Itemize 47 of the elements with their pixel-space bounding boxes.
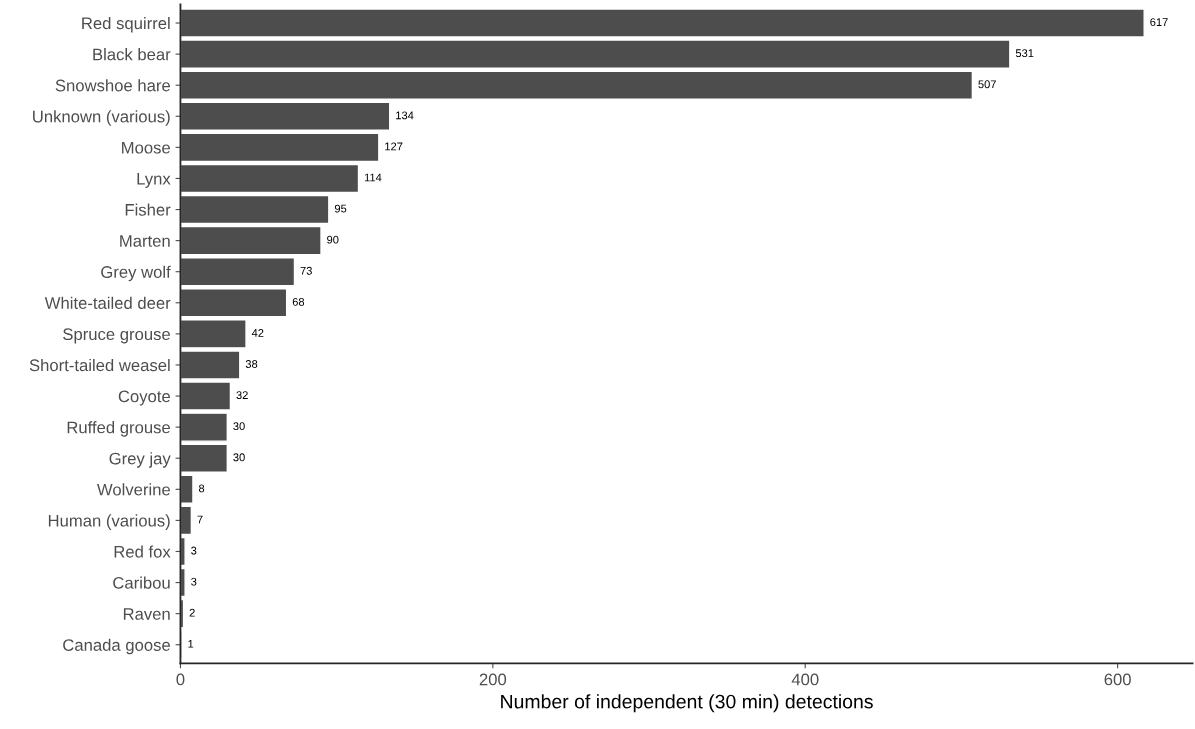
data-label: 3	[191, 577, 197, 586]
y-tick-label: Caribou	[113, 576, 170, 589]
data-label: 134	[396, 111, 414, 120]
x-tick-label: 600	[1104, 673, 1131, 686]
y-tick-label: Wolverine	[96, 483, 170, 496]
x-tick-label: 200	[479, 673, 507, 686]
y-tick-label: Snowshoe hare	[55, 79, 170, 92]
y-tick-label: Coyote	[118, 390, 170, 406]
data-label: 38	[245, 360, 258, 368]
data-label: 95	[334, 204, 347, 213]
data-label: 73	[300, 266, 312, 275]
y-tick-label: Short-tailed weasel	[29, 358, 170, 372]
y-tick-label: Ruffed grouse	[67, 421, 170, 437]
y-tick-label: Canada goose	[63, 638, 170, 655]
data-label: 2	[189, 608, 195, 617]
y-tick-label: Red fox	[114, 545, 171, 558]
y-tick-label: Spruce grouse	[63, 328, 170, 344]
x-tick-label: 400	[791, 673, 819, 686]
y-tick-label: Unknown (various)	[33, 110, 170, 126]
data-label: 8	[198, 484, 205, 493]
y-tick-label: White-tailed deer	[44, 296, 171, 309]
data-label: 3	[191, 546, 197, 555]
x-axis-title: Number of independent (30 min) detections	[501, 694, 873, 713]
data-label: 42	[251, 329, 264, 337]
data-label: 7	[197, 515, 203, 524]
y-tick-label: Human (various)	[48, 514, 170, 530]
y-tick-label: Grey wolf	[101, 265, 171, 282]
x-tick-label: 0	[176, 673, 185, 686]
data-label: 507	[978, 80, 996, 89]
y-tick-label: Marten	[120, 235, 170, 247]
y-tick-label: Moose	[122, 141, 170, 154]
y-tick-label: Fisher	[125, 203, 171, 216]
data-label: 531	[1015, 49, 1034, 58]
data-label: 90	[327, 235, 339, 244]
data-label: 68	[292, 297, 305, 306]
y-tick-label: Raven	[123, 608, 170, 620]
data-label: 1	[188, 639, 194, 648]
y-tick-label: Grey jay	[109, 452, 171, 468]
data-label: 30	[233, 422, 245, 431]
y-tick-label: Red squirrel	[82, 16, 170, 33]
data-label: 127	[385, 142, 403, 151]
y-tick-label: Black bear	[93, 48, 171, 61]
data-label: 617	[1150, 18, 1168, 27]
data-label: 32	[236, 391, 248, 400]
data-label: 30	[233, 453, 245, 462]
y-tick-label: Lynx	[137, 173, 171, 188]
data-label: 114	[364, 173, 382, 182]
